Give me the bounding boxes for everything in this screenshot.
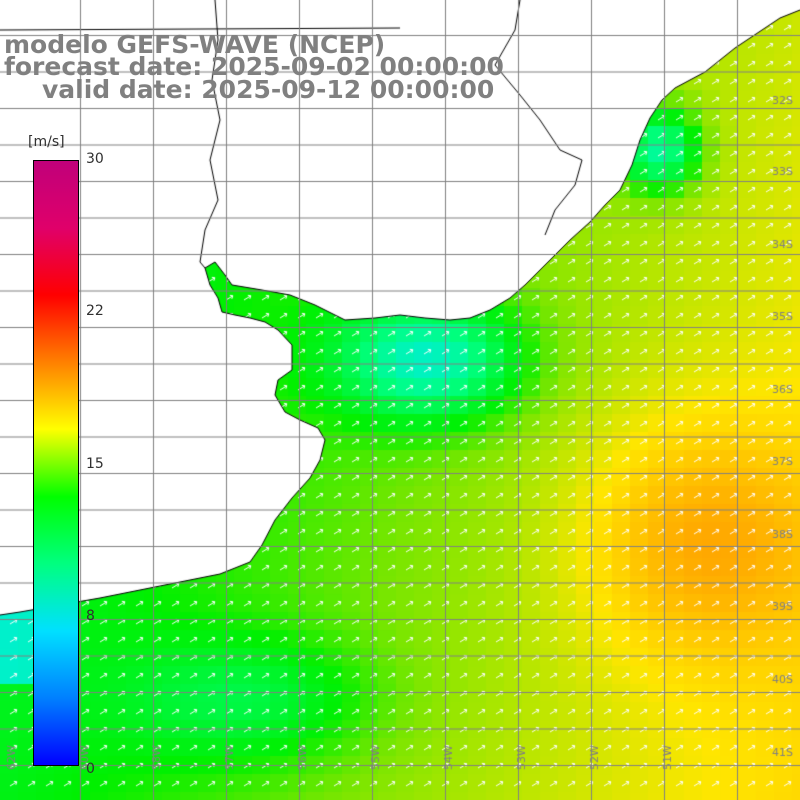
colorbar-unit-label: [m/s] [28, 134, 65, 150]
valid-date: valid date: 2025-09-12 00:00:00 [42, 75, 495, 104]
model-title: modelo GEFS-WAVE (NCEP) [4, 30, 386, 59]
colorbar-tick-label: 22 [86, 303, 104, 319]
colorbar-tick-label: 0 [86, 761, 95, 777]
colorbar-tick-label: 15 [86, 456, 104, 472]
forecast-date: forecast date: 2025-09-02 00:00:00 [4, 52, 504, 81]
colorbar [33, 160, 79, 766]
colorbar-tick-label: 30 [86, 151, 104, 167]
colorbar-tick-label: 8 [86, 608, 95, 624]
